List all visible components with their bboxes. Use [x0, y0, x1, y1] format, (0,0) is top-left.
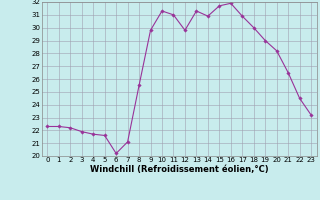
X-axis label: Windchill (Refroidissement éolien,°C): Windchill (Refroidissement éolien,°C) [90, 165, 268, 174]
